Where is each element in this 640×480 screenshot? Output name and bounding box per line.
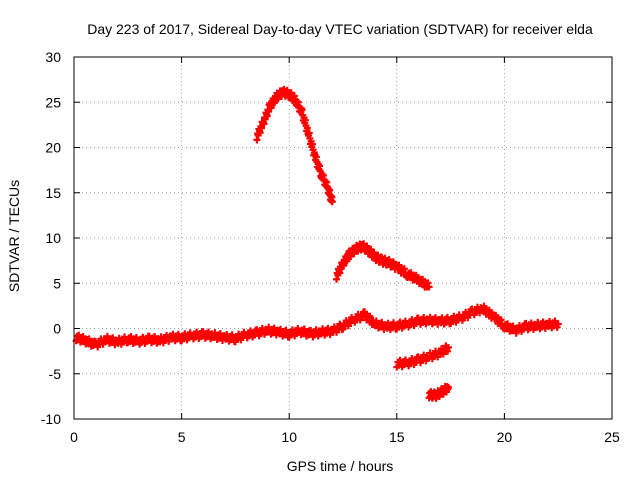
data-point [554,320,562,328]
x-tick-label: 5 [178,429,186,445]
x-tick-label: 10 [281,429,297,445]
data-point [444,344,452,352]
x-tick-label: 0 [70,429,78,445]
data-point [257,124,265,132]
data-point [256,129,264,137]
y-tick-label: 20 [45,140,61,156]
data-point [270,99,278,107]
x-tick-label: 15 [389,429,405,445]
series-arc-high [253,85,336,206]
data-point [444,383,452,391]
series-baseline [72,302,562,351]
y-tick-label: -10 [41,411,61,427]
series-arc-lowest [425,382,452,402]
data-point [263,112,271,120]
y-tick-label: 30 [45,49,61,65]
y-tick-label: 0 [53,321,61,337]
data-point [260,120,268,128]
chart-title: Day 223 of 2017, Sidereal Day-to-day VTE… [87,21,593,37]
y-tick-label: -5 [49,366,62,382]
data-points [72,85,562,402]
x-axis-label: GPS time / hours [287,458,394,474]
y-tick-label: 15 [45,185,61,201]
data-point [328,198,336,206]
data-point [253,136,261,144]
x-tick-label: 20 [497,429,513,445]
data-point [333,275,341,283]
y-tick-label: 10 [45,230,61,246]
y-tick-label: 25 [45,94,61,110]
y-axis-ticks: -10 -5 0 5 10 15 20 25 30 [41,49,612,427]
data-point [425,283,433,291]
y-axis-label: SDTVAR / TECUs [6,180,22,292]
data-point [336,269,344,277]
series-arc-low [393,342,452,371]
data-point [267,104,275,112]
grid [74,57,612,419]
series-arc-mid [333,240,433,291]
x-tick-label: 25 [604,429,620,445]
y-tick-label: 5 [53,275,61,291]
x-axis-ticks: 0 5 10 15 20 25 [70,57,620,445]
